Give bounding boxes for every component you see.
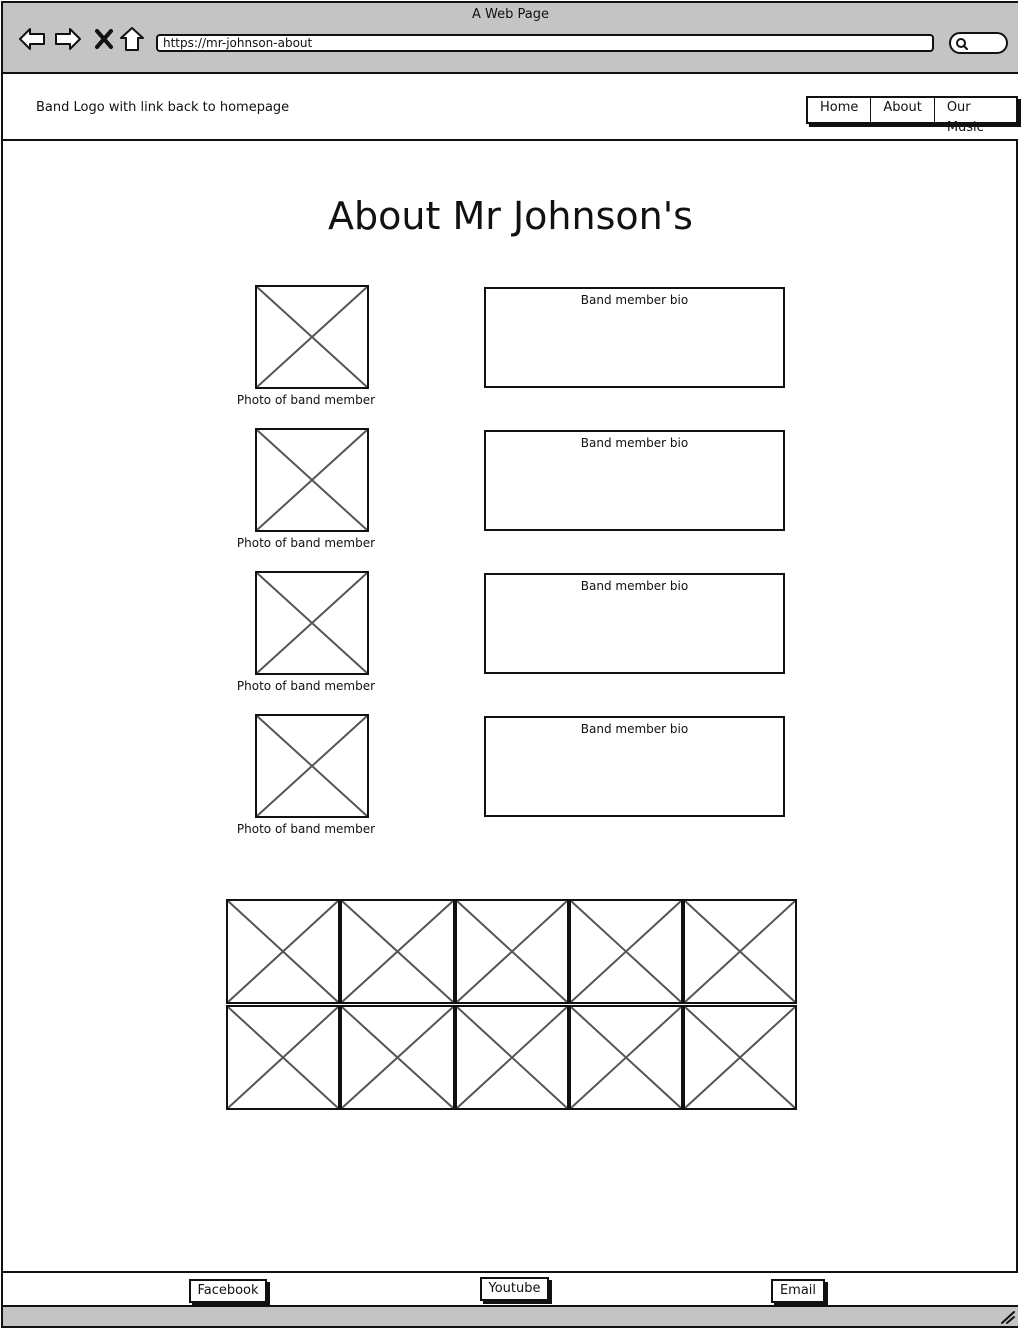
browser-status-bar — [3, 1305, 1018, 1326]
gallery-image-placeholder[interactable] — [226, 1005, 340, 1110]
gallery-image-placeholder[interactable] — [340, 899, 455, 1004]
nav-about[interactable]: About — [871, 98, 935, 122]
member-bio-box: Band member bio — [484, 573, 785, 674]
member-photo-caption: Photo of band member — [236, 393, 376, 407]
image-placeholder-icon — [228, 1007, 338, 1108]
image-placeholder-icon — [257, 287, 367, 387]
back-arrow-icon[interactable] — [17, 25, 47, 53]
browser-search-field[interactable] — [949, 32, 1008, 54]
close-icon[interactable] — [89, 25, 119, 53]
image-placeholder-icon — [228, 901, 338, 1002]
gallery-image-placeholder[interactable] — [455, 899, 569, 1004]
site-footer: Facebook Youtube Email — [3, 1271, 1018, 1305]
browser-toolbar: A Web Page https://mr-johnson-about — [3, 3, 1018, 74]
member-photo-placeholder — [255, 428, 369, 532]
resize-grip-icon[interactable] — [1000, 1310, 1016, 1324]
gallery-image-placeholder[interactable] — [683, 1005, 797, 1110]
gallery-image-placeholder[interactable] — [340, 1005, 455, 1110]
image-placeholder-icon — [457, 1007, 567, 1108]
gallery-image-placeholder[interactable] — [226, 899, 340, 1004]
nav-our-music[interactable]: Our Music — [946, 100, 984, 135]
image-placeholder-icon — [457, 901, 567, 1002]
image-placeholder-icon — [342, 901, 453, 1002]
gallery-image-placeholder[interactable] — [569, 899, 683, 1004]
url-text: https://mr-johnson-about — [163, 36, 313, 50]
facebook-button[interactable]: Facebook — [189, 1279, 267, 1303]
page-title: About Mr Johnson's — [328, 194, 693, 238]
main-nav: Home About Our Music — [806, 96, 1018, 135]
member-bio-box: Band member bio — [484, 287, 785, 388]
member-bio-box: Band member bio — [484, 430, 785, 531]
image-placeholder-icon — [342, 1007, 453, 1108]
image-placeholder-icon — [685, 901, 795, 1002]
gallery-image-placeholder[interactable] — [455, 1005, 569, 1110]
member-photo-placeholder — [255, 714, 369, 818]
gallery-image-placeholder[interactable] — [683, 899, 797, 1004]
member-bio-box: Band member bio — [484, 716, 785, 817]
image-placeholder-icon — [257, 573, 367, 673]
image-placeholder-icon — [571, 1007, 681, 1108]
nav-home[interactable]: Home — [808, 98, 872, 122]
member-photo-caption: Photo of band member — [236, 536, 376, 550]
gallery-image-placeholder[interactable] — [569, 1005, 683, 1110]
youtube-button[interactable]: Youtube — [480, 1277, 549, 1301]
image-placeholder-icon — [257, 430, 367, 530]
home-icon[interactable] — [117, 25, 147, 53]
image-placeholder-icon — [257, 716, 367, 816]
site-header: Band Logo with link back to homepage Hom… — [3, 74, 1018, 141]
member-photo-placeholder — [255, 571, 369, 675]
url-bar[interactable]: https://mr-johnson-about — [156, 34, 934, 52]
image-placeholder-icon — [571, 901, 681, 1002]
member-photo-caption: Photo of band member — [236, 679, 376, 693]
forward-arrow-icon[interactable] — [53, 25, 83, 53]
image-placeholder-icon — [685, 1007, 795, 1108]
member-photo-placeholder — [255, 285, 369, 389]
email-button[interactable]: Email — [771, 1279, 825, 1303]
search-icon — [956, 38, 968, 50]
band-logo-link[interactable]: Band Logo with link back to homepage — [36, 100, 290, 115]
window-title: A Web Page — [472, 7, 549, 22]
member-photo-caption: Photo of band member — [236, 822, 376, 836]
